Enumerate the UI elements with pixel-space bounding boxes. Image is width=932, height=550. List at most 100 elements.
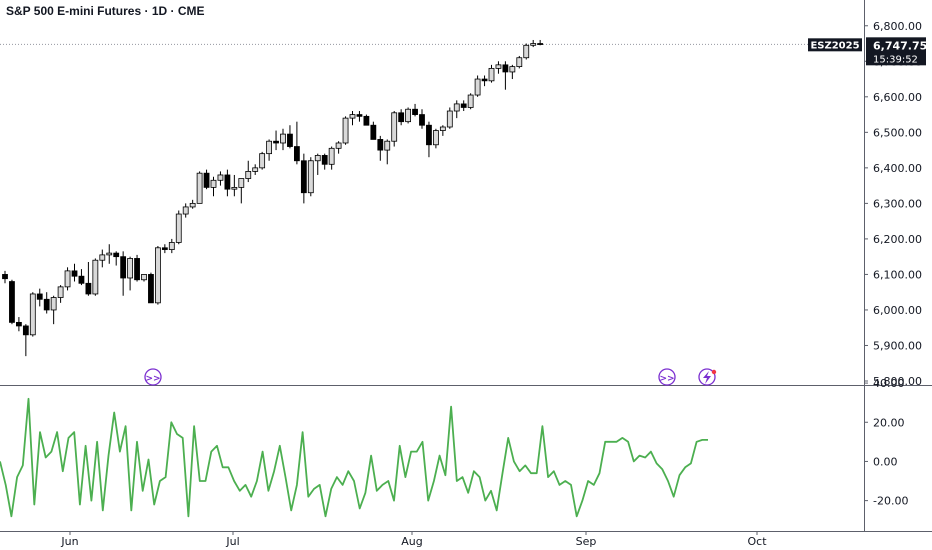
candle-body [502,64,509,73]
candle [203,169,210,190]
candle [224,169,231,197]
oscillator-pane[interactable] [0,397,708,518]
candle [141,274,147,282]
candle-body [460,103,467,108]
candle-body [516,57,523,68]
candle [523,43,530,60]
candle [328,146,335,170]
candle [335,141,342,154]
candle-body [106,252,113,256]
candle-body [196,172,203,204]
candle-body [168,242,175,250]
candle [182,203,189,218]
candle [43,292,50,314]
candle-body [203,172,210,188]
candle [175,210,182,245]
candle [273,130,279,151]
marker-glyph: >> [145,374,160,384]
candle-body [509,66,516,73]
price-tick-label: 6,500.00 [873,126,922,139]
candle [356,111,363,122]
candle [453,100,460,119]
candle-body [22,325,29,336]
osc-tick-label: 0.00 [873,455,898,468]
candle [154,246,161,305]
dividend-arrow-icon: >> [658,368,676,386]
candle [85,261,92,296]
osc-tick-label: 40.00 [873,377,905,390]
candle-body [273,140,279,144]
candle [370,121,377,140]
candle [537,39,544,46]
candle [266,139,273,161]
candle [391,111,398,147]
price-tick-label: 6,400.00 [873,162,922,175]
candle-body [2,274,8,280]
time-tick-label: Oct [747,535,767,548]
candle-body [78,275,85,284]
candle [502,61,509,90]
candle [398,109,405,126]
candle-body [342,117,349,144]
candle-body [307,160,314,194]
candle [419,109,425,129]
candle-body [141,274,147,281]
dividend-arrow-icon: >> [144,368,162,386]
candle-body [85,282,92,295]
candle-body [134,258,140,281]
candle-body [113,252,120,258]
candle-body [36,293,43,300]
candle-body [481,78,488,82]
candle-body [280,133,286,144]
price-pane[interactable] [0,39,864,357]
time-tick-label: Jul [225,535,239,548]
candle-body [252,167,259,172]
candle-body [224,174,231,190]
candle [467,93,474,110]
candle-body [537,43,544,45]
candle [189,199,196,209]
candle [432,128,439,149]
chart-title: S&P 500 E-mini Futures · 1D · CME [6,4,205,18]
symbol-text: ESZ2025 [810,40,859,51]
candle [29,292,36,337]
candle-body [43,298,50,311]
candle [71,263,78,282]
candle-body [64,270,71,288]
event-markers: >> >> [144,368,717,386]
candle-body [287,133,293,147]
candle-body [266,140,273,155]
osc-tick-label: 20.00 [873,416,905,429]
candle [15,317,22,332]
candle-body [259,153,266,169]
candle [307,157,314,197]
candle [238,178,245,204]
candle-body [293,146,300,162]
candle-body [432,130,439,146]
candle [127,256,133,291]
candle [161,244,168,254]
candle-body [474,78,481,96]
candle [36,288,43,307]
time-axis[interactable]: Jun Jul Aug Sep Oct [60,531,767,548]
candle-body [99,254,106,261]
price-tick-label: 6,000.00 [873,304,922,317]
candle-body [384,140,391,151]
candle [314,153,321,175]
candle [342,116,349,145]
candle [120,251,127,296]
last-price-label: ESZ2025 6,747.75 15:39:52 [808,37,927,66]
candle [460,100,467,112]
candle-body [405,108,412,123]
price-badge [866,37,926,66]
candle [9,279,15,325]
candle-body [412,108,418,115]
candle [516,55,523,69]
osc-tick-label: -20.00 [873,495,908,508]
candle [113,251,120,266]
candle-body [363,115,370,126]
candle [384,139,391,165]
candle-body [439,126,446,131]
candle-body [446,110,453,128]
